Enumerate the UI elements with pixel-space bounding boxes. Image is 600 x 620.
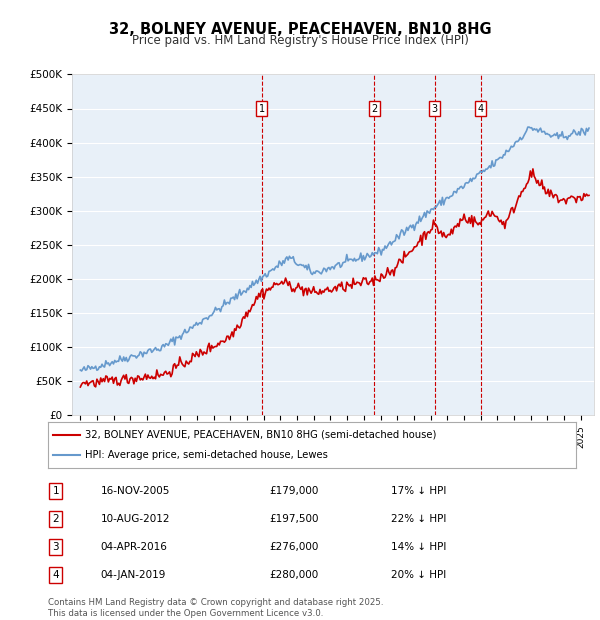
Text: 2: 2 <box>53 514 59 524</box>
Text: 22% ↓ HPI: 22% ↓ HPI <box>391 514 446 524</box>
Text: 4: 4 <box>53 570 59 580</box>
Text: £179,000: £179,000 <box>270 486 319 496</box>
Text: 04-APR-2016: 04-APR-2016 <box>101 542 167 552</box>
Text: £197,500: £197,500 <box>270 514 319 524</box>
Text: 32, BOLNEY AVENUE, PEACEHAVEN, BN10 8HG (semi-detached house): 32, BOLNEY AVENUE, PEACEHAVEN, BN10 8HG … <box>85 430 436 440</box>
Text: 32, BOLNEY AVENUE, PEACEHAVEN, BN10 8HG: 32, BOLNEY AVENUE, PEACEHAVEN, BN10 8HG <box>109 22 491 37</box>
Text: 17% ↓ HPI: 17% ↓ HPI <box>391 486 446 496</box>
Text: £276,000: £276,000 <box>270 542 319 552</box>
Text: 04-JAN-2019: 04-JAN-2019 <box>101 570 166 580</box>
Text: 3: 3 <box>431 104 438 113</box>
Text: 4: 4 <box>478 104 484 113</box>
Text: Contains HM Land Registry data © Crown copyright and database right 2025.
This d: Contains HM Land Registry data © Crown c… <box>48 598 383 618</box>
Text: HPI: Average price, semi-detached house, Lewes: HPI: Average price, semi-detached house,… <box>85 450 328 460</box>
Text: 20% ↓ HPI: 20% ↓ HPI <box>391 570 446 580</box>
Text: 1: 1 <box>259 104 265 113</box>
Text: Price paid vs. HM Land Registry's House Price Index (HPI): Price paid vs. HM Land Registry's House … <box>131 34 469 47</box>
Text: £280,000: £280,000 <box>270 570 319 580</box>
Text: 1: 1 <box>53 486 59 496</box>
Text: 10-AUG-2012: 10-AUG-2012 <box>101 514 170 524</box>
Text: 16-NOV-2005: 16-NOV-2005 <box>101 486 170 496</box>
Text: 2: 2 <box>371 104 377 113</box>
Text: 3: 3 <box>53 542 59 552</box>
Text: 14% ↓ HPI: 14% ↓ HPI <box>391 542 446 552</box>
